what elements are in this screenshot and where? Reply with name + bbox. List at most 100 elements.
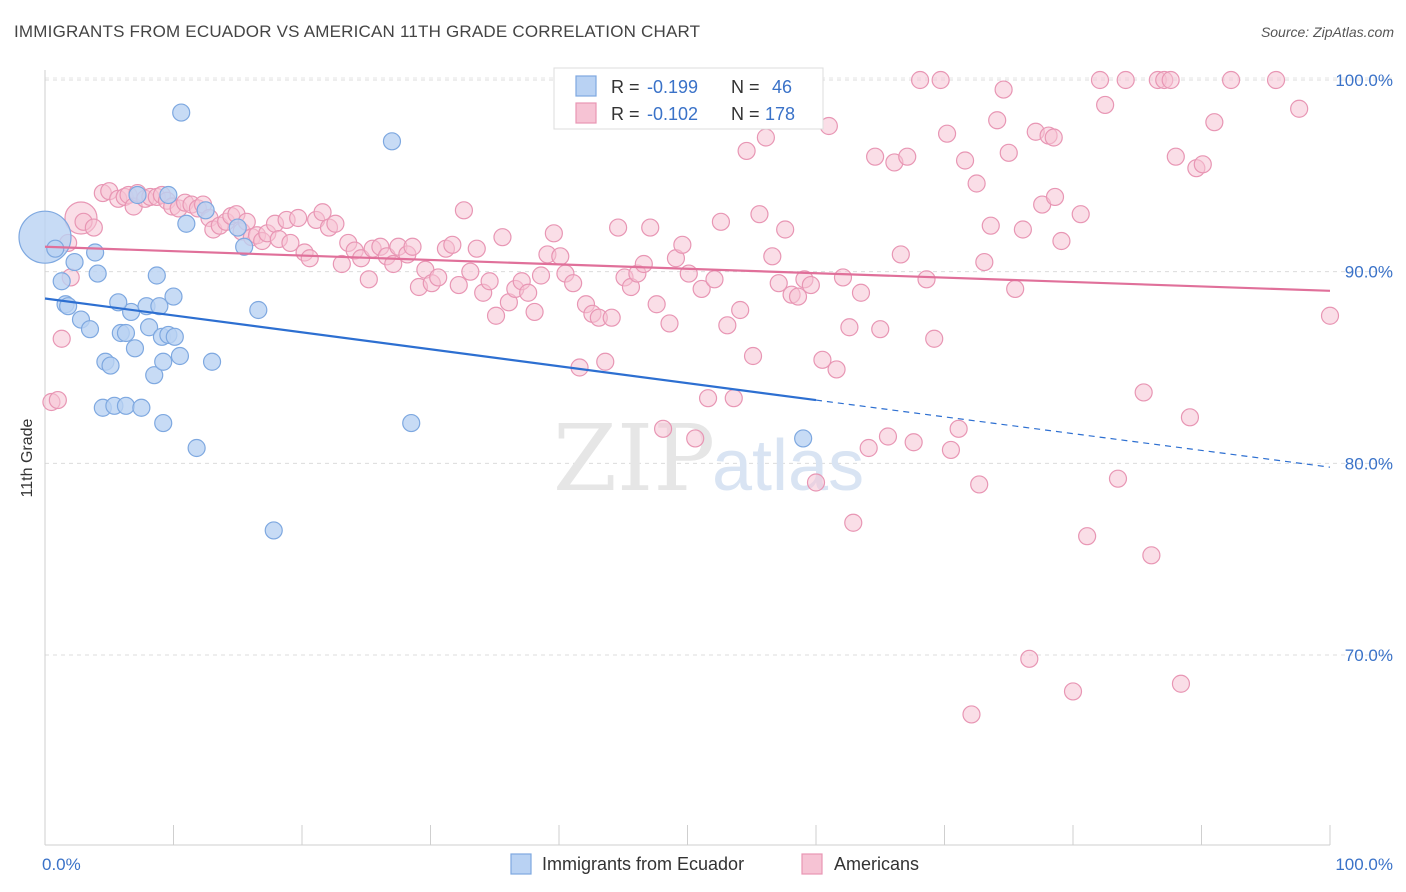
legend: R = -0.199 N = 46 R = -0.102 N = 178: [553, 67, 824, 130]
ecuador-point-0: [18, 210, 72, 264]
americans-point-181: [1205, 113, 1224, 132]
americans-point-185: [1320, 306, 1340, 325]
americans-point-85: [564, 274, 583, 293]
bottom-legend-swatch-blue: [510, 853, 532, 875]
americans-point-107: [705, 270, 724, 289]
ecuador-point-40: [228, 218, 247, 237]
ecuador-point-7: [80, 320, 100, 339]
americans-point-83: [551, 247, 570, 266]
americans-point-162: [1045, 187, 1065, 207]
y-axis-label: 11th Grade: [19, 418, 36, 497]
americans-point-163: [1052, 231, 1071, 251]
americans-point-176: [1166, 147, 1185, 166]
americans-point-146: [955, 151, 975, 170]
americans-point-166: [1078, 527, 1097, 546]
americans-point-102: [673, 235, 692, 254]
bottom-legend-label-americans: Americans: [834, 854, 919, 874]
americans-point-180: [1193, 155, 1212, 174]
ecuador-point-25: [147, 266, 166, 285]
x-tick-label-max: 100.0%: [1335, 855, 1393, 874]
legend-r-label-2: R =: [611, 104, 640, 124]
y-tick-label-70: 70.0%: [1345, 646, 1393, 665]
ecuador-trend-line-extension: [815, 399, 1331, 468]
americans-point-116: [763, 247, 782, 266]
ecuador-point-38: [196, 201, 215, 220]
americans-point-91: [602, 308, 621, 327]
americans-point-126: [827, 360, 846, 379]
americans-point-106: [698, 389, 718, 408]
legend-n-value-1: 46: [772, 77, 792, 97]
americans-point-97: [641, 218, 660, 237]
americans-point-70: [467, 239, 486, 258]
americans-point-66: [443, 235, 462, 254]
americans-point-69: [461, 262, 480, 281]
americans-point-155: [1006, 279, 1025, 299]
ecuador-point-44: [382, 132, 402, 151]
americans-point-117: [769, 274, 788, 293]
americans-point-149: [970, 475, 989, 494]
americans-point-151: [981, 216, 1000, 235]
americans-point-165: [1071, 205, 1090, 224]
ecuador-point-5: [65, 252, 84, 272]
americans-point-53: [359, 270, 378, 289]
americans-point-105: [692, 279, 711, 299]
y-tick-labels: 70.0% 80.0% 90.0% 100.0%: [1335, 71, 1393, 665]
americans-point-49: [332, 254, 351, 274]
americans-point-128: [840, 318, 859, 337]
ecuador-point-24: [145, 366, 164, 385]
americans-trend-line: [44, 245, 1331, 292]
watermark-atlas: atlas: [712, 426, 864, 506]
americans-point-42: [289, 208, 308, 228]
americans-point-150: [975, 252, 994, 272]
americans-point-143: [937, 124, 957, 143]
americans-point-111: [731, 300, 750, 320]
americans-point-183: [1266, 70, 1286, 90]
watermark-zip: ZIP: [553, 405, 715, 512]
americans-point-74: [493, 228, 512, 247]
americans-point-122: [801, 275, 820, 295]
ecuador-point-12: [101, 356, 120, 375]
americans-point-100: [660, 314, 679, 333]
bottom-legend-swatch-pink: [801, 853, 823, 875]
americans-point-44: [300, 249, 319, 268]
americans-point-137: [898, 147, 917, 166]
americans-point-73: [486, 306, 506, 325]
ecuador-point-46: [794, 429, 813, 448]
bottom-legend: Immigrants from Ecuador Americans: [510, 853, 919, 875]
ecuador-point-1: [46, 239, 65, 258]
americans-point-138: [904, 433, 923, 452]
ecuador-point-37: [187, 438, 206, 458]
ecuador-point-33: [165, 327, 184, 346]
americans-point-7: [84, 218, 103, 237]
y-tick-label-100: 100.0%: [1335, 71, 1393, 90]
axes: [44, 70, 1331, 846]
americans-point-82: [544, 224, 563, 243]
americans-point-177: [1171, 674, 1191, 693]
americans-point-124: [813, 350, 832, 369]
ecuador-point-41: [235, 237, 254, 256]
americans-point-144: [941, 440, 961, 460]
americans-point-60: [403, 237, 422, 256]
ecuador-point-8: [86, 243, 105, 262]
americans-point-134: [878, 427, 898, 446]
americans-point-113: [743, 346, 763, 366]
americans-point-142: [931, 70, 950, 90]
watermark: ZIP atlas: [553, 405, 864, 512]
americans-point-141: [925, 329, 944, 348]
americans-point-147: [962, 705, 981, 724]
americans-point-133: [871, 320, 890, 339]
ecuador-point-30: [164, 287, 183, 306]
ecuador-point-42: [249, 300, 268, 320]
ecuador-point-34: [170, 346, 190, 366]
ecuador-point-36: [177, 214, 196, 233]
source-note: Source: ZipAtlas.com: [1260, 24, 1394, 40]
americans-point-129: [844, 513, 863, 532]
americans-point-92: [609, 218, 628, 237]
ecuador-point-2: [52, 272, 71, 291]
legend-r-label-1: R =: [611, 77, 640, 97]
americans-point-145: [949, 419, 968, 438]
americans-point-156: [1013, 220, 1032, 239]
americans-point-178: [1180, 408, 1200, 427]
y-tick-label-90: 90.0%: [1345, 263, 1393, 282]
americans-point-104: [686, 429, 705, 448]
